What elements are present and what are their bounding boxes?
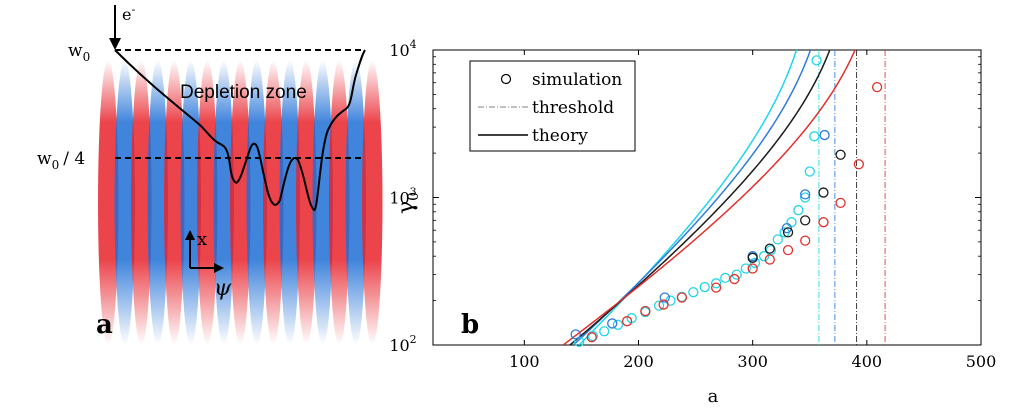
threshold-lines	[818, 50, 886, 345]
stripe-fade	[90, 60, 390, 345]
x-axis-arrow-head	[185, 230, 195, 240]
simulation-point-blue	[819, 129, 830, 141]
simulation-point-cyan	[688, 287, 699, 298]
simulation-point-cyan	[809, 131, 820, 142]
simulation-point-red	[747, 263, 758, 274]
simulation-point-red	[818, 217, 829, 228]
psi-label: ψ	[214, 276, 232, 301]
x-tick-label: 400	[852, 352, 883, 371]
w0-label: w0	[68, 41, 90, 64]
simulation-point-black	[764, 243, 775, 254]
simulation-point-red	[586, 332, 597, 343]
simulation-point-red	[853, 159, 864, 170]
panel-b-label: b	[461, 310, 479, 340]
simulation-point-red	[621, 316, 633, 327]
simulation-point-cyan	[811, 55, 822, 66]
simulation-point-cyan	[612, 319, 624, 330]
simulation-point-red	[871, 81, 883, 93]
y-tick-label: 102	[389, 333, 416, 355]
simulation-point-cyan	[599, 326, 610, 337]
depletion-zone-label: Depletion zone	[180, 82, 307, 103]
simulation-point-black	[835, 149, 846, 160]
panel-a: e- w0 w0/ 4 Depletion zone x ψ a	[37, 3, 390, 345]
theory-curve-blue	[572, 50, 812, 345]
simulation-point-cyan	[740, 263, 751, 274]
simulation-point-red	[764, 254, 775, 265]
x-tick-label: 100	[509, 352, 540, 371]
y-tick-label: 104	[389, 38, 416, 60]
simulation-point-cyan	[758, 251, 770, 262]
simulation-point-cyan	[749, 257, 761, 269]
simulation-point-cyan	[699, 281, 710, 293]
simulation-point-red	[782, 244, 794, 256]
legend-threshold-label: threshold	[532, 98, 614, 118]
simulation-point-cyan	[804, 166, 815, 177]
simulation-point-black	[782, 227, 794, 238]
axes: 100 200 300 400 500 102 103 104	[389, 38, 996, 371]
legend-box	[469, 60, 636, 152]
psi-axis-arrow-head	[214, 263, 224, 273]
panel-a-label: a	[96, 310, 113, 340]
legend-theory-label: theory	[532, 126, 588, 146]
x-tick-label: 300	[737, 352, 768, 371]
simulation-point-cyan	[653, 300, 665, 311]
simulation-point-cyan	[587, 330, 598, 342]
w0-quarter-label: w0/ 4	[37, 149, 85, 172]
x-tick-label: 500	[966, 352, 997, 371]
legend: simulation threshold theory	[469, 60, 636, 152]
simulation-point-blue	[607, 318, 618, 329]
simulation-point-red	[676, 292, 688, 303]
panel-b: 100 200 300 400 500 102 103 104 simulation thre…	[389, 38, 996, 407]
y-tick-label: 103	[389, 186, 416, 208]
simulation-point-red	[800, 235, 811, 246]
simulation-point-blue	[800, 189, 811, 200]
simulation-point-red	[729, 273, 740, 285]
y-axis-label: γ0	[394, 192, 422, 214]
simulation-point-black	[747, 252, 758, 263]
electron-arrow-head	[109, 38, 121, 50]
x-axis-label: a	[708, 386, 719, 407]
simulation-point-red	[835, 197, 846, 208]
simulation-point-red	[710, 282, 722, 293]
theory-curves	[562, 50, 856, 345]
legend-simulation-label: simulation	[532, 70, 622, 90]
electron-trajectory	[114, 49, 366, 212]
simulation-point-black	[818, 187, 829, 198]
simulation-point-cyan	[793, 205, 804, 216]
simulation-point-blue	[781, 222, 793, 234]
simulation-point-black	[800, 215, 811, 226]
x-axis-label: x	[197, 229, 207, 250]
simulation-point-red	[658, 299, 669, 310]
simulation-point-cyan	[800, 192, 811, 203]
simulation-point-red	[640, 305, 651, 317]
simulation-points	[570, 55, 883, 348]
simulation-point-blue	[659, 292, 670, 303]
theory-curve-cyan	[578, 50, 798, 345]
legend-simulation-marker	[500, 73, 512, 85]
electron-label: e-	[122, 3, 135, 24]
simulation-point-cyan	[772, 234, 783, 245]
simulation-point-blue	[570, 329, 581, 340]
theory-curve-black	[569, 50, 831, 345]
theory-curve-red	[562, 50, 856, 345]
x-tick-label: 200	[623, 352, 654, 371]
simulation-point-cyan	[710, 278, 722, 289]
